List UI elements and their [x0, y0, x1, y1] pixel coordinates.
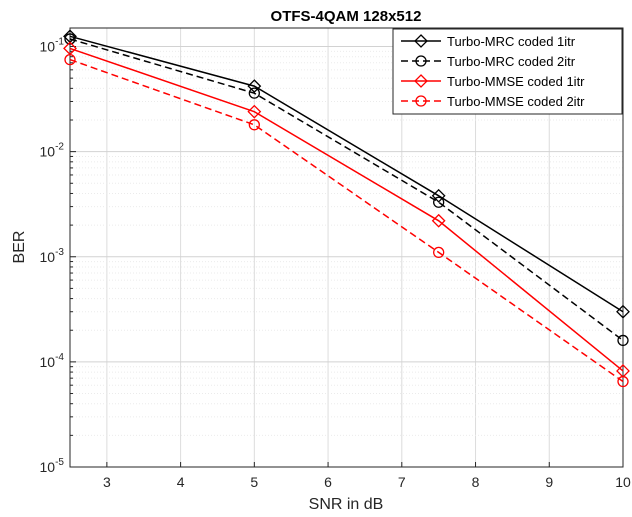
legend-marker — [414, 34, 428, 48]
series-line — [69, 38, 624, 342]
series-line — [69, 58, 624, 383]
data-point — [433, 196, 445, 208]
data-point — [248, 119, 260, 131]
x-tick-label: 9 — [545, 474, 553, 490]
y-axis-label: BER — [11, 231, 28, 264]
axis-ticks: 3 4 5 6 7 8 9 10 10-5 10-4 10-3 10-2 10-1 — [40, 37, 631, 490]
series-line — [69, 35, 624, 313]
legend: Turbo-MRC coded 1itr Turbo-MRC coded 2itr… — [392, 28, 623, 115]
data-point — [431, 213, 446, 228]
x-tick-label: 7 — [398, 474, 406, 490]
data-point — [433, 246, 445, 259]
series-group — [63, 41, 630, 378]
x-tick-label: 6 — [324, 474, 332, 490]
legend-marker — [415, 95, 427, 107]
legend-box — [392, 28, 623, 115]
series-group — [64, 53, 629, 388]
series-group — [64, 33, 629, 347]
data-point — [431, 188, 446, 203]
data-point — [616, 304, 630, 319]
y-tick-label: 10-5 — [40, 457, 65, 475]
y-tick-label: 10-4 — [40, 352, 65, 370]
data-series — [63, 29, 630, 388]
data-point — [64, 33, 76, 45]
legend-label: Turbo-MMSE coded 1itr — [447, 74, 585, 89]
data-point — [248, 87, 260, 99]
data-point — [617, 375, 629, 388]
legend-label: Turbo-MRC coded 1itr — [447, 34, 576, 49]
data-point — [64, 53, 76, 66]
x-tick-label: 10 — [615, 474, 631, 490]
data-point — [247, 79, 262, 94]
chart-title: OTFS-4QAM 128x512 — [271, 8, 422, 25]
legend-marker — [414, 74, 428, 88]
data-point — [617, 334, 629, 347]
x-tick-label: 3 — [103, 474, 111, 490]
x-tick-label: 5 — [250, 474, 258, 490]
x-tick-label: 4 — [177, 474, 185, 490]
series-line — [69, 47, 624, 372]
y-tick-label: 10-2 — [40, 142, 65, 160]
series-group — [63, 29, 630, 319]
legend-label: Turbo-MRC coded 2itr — [447, 54, 576, 69]
x-axis-label: SNR in dB — [309, 496, 384, 513]
legend-marker — [415, 55, 427, 67]
data-point — [247, 104, 262, 119]
y-tick-label: 10-1 — [40, 37, 65, 55]
plot-frame — [69, 27, 624, 468]
x-tick-label: 8 — [472, 474, 480, 490]
legend-label: Turbo-MMSE coded 2itr — [447, 94, 585, 109]
y-tick-label: 10-3 — [40, 247, 65, 265]
